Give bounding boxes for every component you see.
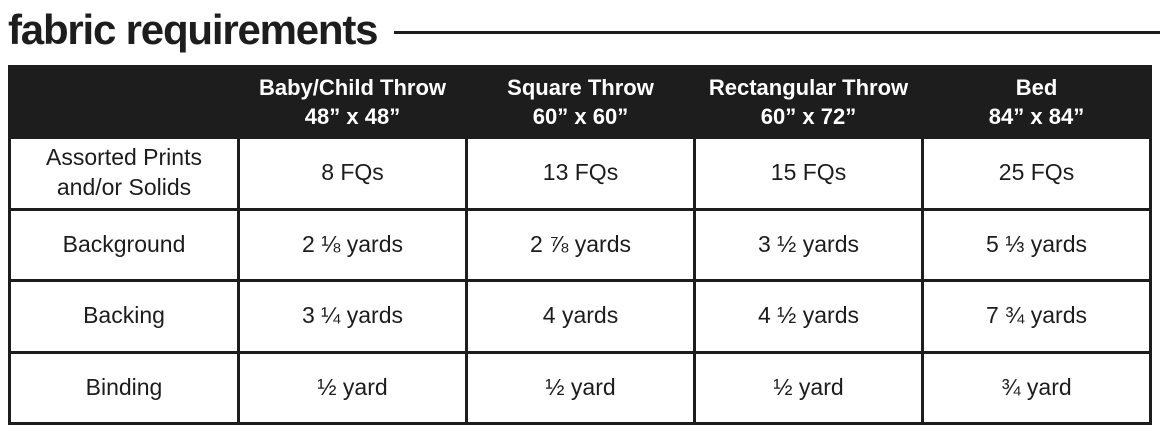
cell-value: 2 ⅞ yards [465, 207, 696, 282]
row-label: Background [8, 207, 240, 282]
column-name: Square Throw [507, 74, 654, 100]
cell-value: 15 FQs [693, 136, 924, 211]
cell-value: 5 ⅓ yards [921, 207, 1152, 282]
cell-value: ½ yard [237, 350, 468, 425]
column-name: Rectangular Throw [708, 74, 909, 100]
column-size: 60” x 60” [532, 104, 629, 129]
table-header-row: Baby/Child Throw 48” x 48” Square Throw … [8, 65, 1152, 139]
cell-value: 2 ⅛ yards [237, 207, 468, 282]
column-header-baby-child-throw: Baby/Child Throw 48” x 48” [237, 65, 468, 139]
column-header-bed: Bed 84” x 84” [921, 65, 1152, 139]
cell-value: ¾ yard [921, 350, 1152, 425]
table-body: Assorted Prints and/or Solids 8 FQs 13 F… [8, 136, 1152, 425]
column-size: 84” x 84” [988, 104, 1085, 129]
column-name: Bed [1015, 74, 1058, 100]
cell-value: 4 ½ yards [693, 279, 924, 354]
column-size: 48” x 48” [304, 104, 401, 129]
cell-value: 3 ½ yards [693, 207, 924, 282]
table-row-binding: Binding ½ yard ½ yard ½ yard ¾ yard [8, 350, 1152, 425]
cell-value: 8 FQs [237, 136, 468, 211]
table-row-assorted-prints: Assorted Prints and/or Solids 8 FQs 13 F… [8, 136, 1152, 211]
page-title: fabric requirements [8, 6, 379, 53]
fabric-requirements-table: Baby/Child Throw 48” x 48” Square Throw … [8, 65, 1152, 425]
cell-value: 7 ¾ yards [921, 279, 1152, 354]
row-label: Assorted Prints and/or Solids [8, 136, 240, 211]
column-header-square-throw: Square Throw 60” x 60” [465, 65, 696, 139]
table-header: Baby/Child Throw 48” x 48” Square Throw … [8, 65, 1152, 139]
cell-value: ½ yard [465, 350, 696, 425]
column-header-rectangular-throw: Rectangular Throw 60” x 72” [693, 65, 924, 139]
table-row-background: Background 2 ⅛ yards 2 ⅞ yards 3 ½ yards… [8, 207, 1152, 282]
cell-value: 25 FQs [921, 136, 1152, 211]
cell-value: 13 FQs [465, 136, 696, 211]
column-size: 60” x 72” [760, 104, 857, 129]
title-rule-line [394, 30, 1160, 34]
column-name: Baby/Child Throw [259, 74, 446, 100]
cell-value: 4 yards [465, 279, 696, 354]
cell-value: 3 ¼ yards [237, 279, 468, 354]
corner-cell [8, 65, 240, 139]
row-label: Binding [8, 350, 240, 425]
title-bar: fabric requirements [0, 0, 1160, 56]
row-label: Backing [8, 279, 240, 354]
table-row-backing: Backing 3 ¼ yards 4 yards 4 ½ yards 7 ¾ … [8, 279, 1152, 354]
cell-value: ½ yard [693, 350, 924, 425]
